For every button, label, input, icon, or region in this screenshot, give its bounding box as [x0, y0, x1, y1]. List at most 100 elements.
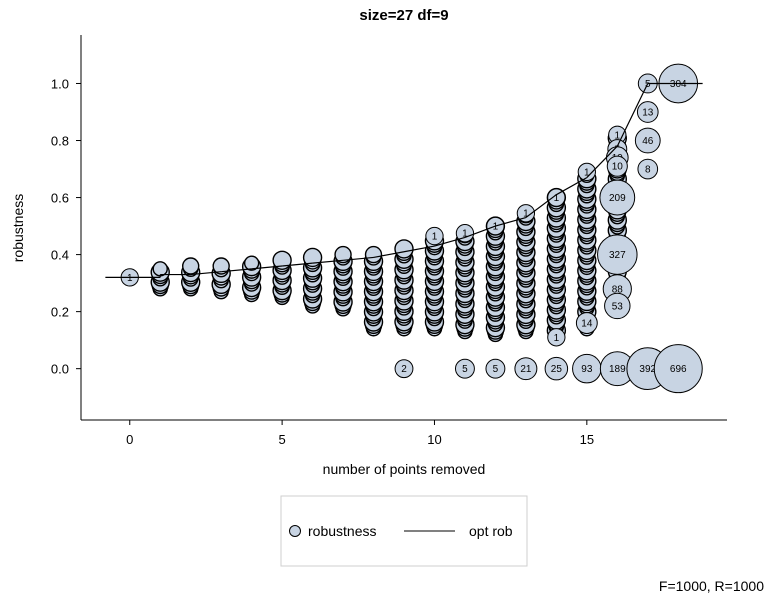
bubble-9: 696: [653, 344, 703, 394]
bubble-17: 14: [575, 312, 598, 334]
bubble-cluster-x5: [272, 250, 292, 306]
x-tick-label: 5: [278, 432, 285, 447]
y-tick-label: 1.0: [51, 76, 69, 91]
legend: robustness opt rob: [280, 495, 528, 567]
bubble-label: 14: [581, 319, 593, 330]
x-axis-label: number of points removed: [323, 461, 486, 477]
bubble-cluster-x8: [363, 245, 384, 337]
bubble-13: 1: [516, 204, 536, 223]
x-tick-label: 15: [580, 432, 594, 447]
bubble-2: 5: [454, 358, 475, 379]
bubble-circle: [394, 359, 414, 379]
bubble-cluster-x4: [241, 255, 262, 303]
ticks: 0 5 10 150.00.20.40.60.81.0: [51, 76, 594, 447]
bubble-circle: [516, 204, 536, 223]
bubble-23: 53: [604, 292, 631, 320]
bubble-circle: [597, 234, 638, 275]
axes: [80, 35, 727, 421]
cluster-bubble: [152, 261, 168, 277]
bubble-cluster-x13: [516, 205, 536, 340]
bubble-label: 53: [612, 301, 624, 312]
y-tick-label: 0.2: [51, 305, 69, 320]
bubble-label: 696: [670, 364, 687, 375]
bubble-11: 1: [455, 224, 475, 243]
footer-note: F=1000, R=1000: [659, 578, 764, 594]
legend-label-robustness: robustness: [308, 523, 376, 539]
bubble-15: 1: [547, 328, 566, 347]
opt-rob-segment: [616, 83, 649, 147]
bubble-circle: [547, 188, 566, 207]
opt-rob-segment: [434, 236, 466, 247]
opt-rob-segment: [312, 259, 344, 264]
bubble-21: 10: [606, 155, 628, 177]
bubble-circle: [604, 292, 631, 320]
bubble-1: 2: [394, 359, 414, 379]
cluster-bubble: [302, 247, 323, 268]
bubble-circle: [514, 357, 538, 381]
bubble-label: 5: [645, 79, 651, 90]
bubble-25: 209: [599, 179, 636, 216]
bubble-cluster-x7: [333, 245, 353, 317]
bubble-cluster-x9: [394, 239, 414, 337]
bubble-label: 189: [609, 364, 626, 375]
bubble-circle: [455, 224, 475, 243]
bubble-label: 25: [551, 364, 563, 375]
bubble-cluster-x6: [302, 247, 323, 314]
bubble-circle: [485, 358, 506, 379]
bubble-circle: [454, 358, 475, 379]
bubble-circle: [634, 127, 661, 154]
opt-rob-segment: [251, 265, 283, 270]
bubble-label: 8: [645, 165, 651, 176]
chart-title: size=27 df=9: [359, 7, 448, 24]
bubble-label: 13: [642, 108, 654, 119]
bubble-label: 88: [612, 284, 624, 295]
bubble-label: 304: [670, 79, 687, 90]
bubble-24: 327: [597, 234, 638, 275]
opt-rob-segment: [495, 216, 527, 227]
bubble-label: 21: [520, 364, 532, 375]
opt-rob-segment: [556, 177, 588, 196]
bubble-label: 1: [493, 222, 499, 233]
bubble-label: 5: [462, 364, 468, 375]
bubble-label: 392: [639, 364, 656, 375]
x-tick-label: 10: [427, 432, 441, 447]
bubble-cluster-x11: [455, 225, 475, 340]
bubbles: 1255212593189392696111111114151910885332…: [120, 63, 703, 394]
bubble-circle: [637, 158, 659, 180]
bubble-28: 13: [636, 101, 659, 123]
bubble-label: 327: [609, 250, 626, 261]
opt-rob-segment: [586, 145, 618, 179]
bubble-cluster-x15: [577, 163, 597, 337]
bubble-29: 46: [634, 127, 661, 154]
bubble-cluster-x2: [180, 257, 201, 297]
cluster-bubble: [334, 245, 352, 264]
bubble-label: 10: [612, 162, 624, 173]
bubble-label: 46: [642, 136, 654, 147]
bubble-circle: [547, 328, 566, 347]
cluster-bubble: [243, 255, 260, 271]
bubble-circle: [599, 179, 636, 216]
x-tick-label: 0: [126, 432, 133, 447]
bubble-cluster-x3: [211, 257, 231, 300]
opt-rob-segment: [282, 262, 313, 267]
opt-rob-segment: [525, 194, 557, 218]
bubble-label: 93: [581, 364, 593, 375]
cluster-bubble: [394, 239, 414, 259]
bubble-14: 1: [547, 188, 566, 207]
opt-rob-segment: [403, 245, 435, 253]
bubble-cluster-x12: [485, 216, 506, 343]
y-axis-label: robustness: [10, 194, 26, 262]
bubble-3: 5: [485, 358, 506, 379]
bubble-circle: [577, 162, 596, 182]
bubble-circle: [544, 356, 569, 381]
bubble-circle: [636, 101, 659, 123]
bubble-label: 1: [523, 209, 529, 220]
y-tick-label: 0.6: [51, 191, 69, 206]
bubble-label: 1: [584, 167, 590, 178]
bubble-label: 1: [615, 130, 621, 141]
opt-rob-segment: [190, 271, 222, 276]
bubble-16: 1: [577, 162, 596, 182]
legend-bubble-marker: [289, 525, 301, 537]
bubble-5: 25: [544, 356, 569, 381]
